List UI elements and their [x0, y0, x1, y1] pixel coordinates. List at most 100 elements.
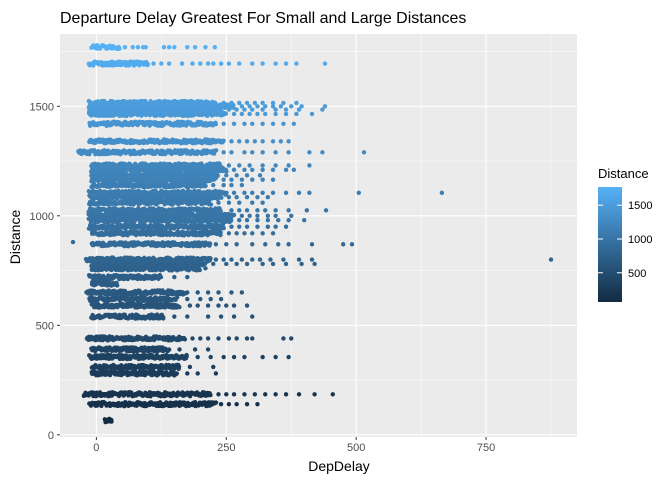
- data-point: [208, 392, 213, 398]
- data-point: [221, 354, 226, 360]
- data-point: [176, 364, 182, 369]
- data-point: [115, 283, 120, 288]
- data-point: [195, 303, 200, 308]
- data-point: [257, 257, 263, 262]
- data-point: [276, 242, 281, 247]
- data-point: [221, 177, 226, 182]
- data-point: [265, 224, 271, 229]
- data-point: [211, 261, 216, 267]
- data-point: [205, 303, 211, 308]
- data-point: [260, 150, 265, 155]
- data-point: [187, 303, 193, 308]
- data-point: [296, 392, 302, 397]
- data-point: [260, 177, 265, 182]
- data-point: [242, 392, 247, 397]
- data-point: [231, 190, 237, 195]
- data-point: [312, 261, 317, 267]
- data-point: [203, 183, 208, 189]
- data-point: [229, 150, 234, 155]
- data-point: [323, 208, 329, 213]
- data-point: [158, 274, 164, 280]
- data-point: [177, 304, 182, 310]
- data-point: [226, 231, 232, 236]
- data-point: [184, 352, 189, 358]
- data-point: [231, 354, 237, 360]
- data-point: [263, 208, 268, 213]
- data-point: [216, 336, 221, 341]
- data-point: [255, 213, 260, 218]
- data-point: [185, 290, 190, 295]
- data-point: [283, 261, 289, 267]
- data-point: [260, 163, 265, 168]
- data-point: [255, 194, 260, 200]
- data-point: [218, 314, 224, 319]
- data-point: [250, 336, 255, 341]
- data-point: [224, 261, 229, 267]
- data-point: [273, 392, 278, 397]
- data-point: [255, 224, 260, 229]
- data-point: [283, 224, 289, 229]
- data-point: [239, 213, 245, 218]
- data-point: [260, 231, 265, 236]
- data-point: [239, 182, 245, 188]
- data-point: [242, 150, 247, 155]
- data-points: [70, 43, 554, 425]
- data-point: [312, 392, 317, 397]
- data-point: [289, 213, 294, 218]
- data-point: [195, 290, 200, 295]
- data-point: [213, 400, 219, 405]
- data-point: [226, 401, 232, 407]
- data-point: [185, 314, 190, 319]
- data-point: [218, 208, 223, 214]
- data-point: [205, 290, 211, 295]
- data-point: [250, 200, 255, 205]
- data-point: [260, 261, 265, 267]
- data-point: [260, 200, 265, 205]
- data-point: [231, 314, 237, 319]
- data-point: [263, 242, 268, 247]
- data-point: [208, 296, 213, 302]
- data-point: [229, 182, 234, 188]
- data-point: [221, 150, 226, 155]
- data-point: [283, 392, 289, 397]
- data-point: [224, 173, 229, 178]
- data-point: [286, 242, 291, 247]
- data-point: [195, 354, 200, 360]
- data-point: [286, 217, 291, 223]
- data-point: [216, 290, 221, 295]
- data-point: [260, 167, 265, 172]
- data-point: [286, 354, 291, 360]
- data-point: [198, 336, 203, 341]
- data-point: [270, 190, 276, 195]
- data-point: [216, 392, 221, 397]
- data-point: [234, 242, 239, 247]
- data-point: [198, 296, 203, 302]
- data-point: [242, 167, 247, 172]
- data-point: [286, 150, 291, 155]
- data-point: [237, 208, 242, 213]
- data-point: [192, 347, 198, 352]
- data-point: [229, 290, 234, 295]
- data-point: [177, 347, 182, 352]
- data-point: [172, 274, 177, 280]
- data-point: [185, 296, 190, 302]
- data-point: [439, 190, 445, 195]
- data-point: [307, 150, 312, 155]
- data-point: [218, 230, 223, 235]
- data-point: [166, 347, 172, 352]
- data-point: [244, 261, 250, 267]
- data-point: [296, 257, 302, 262]
- data-point: [283, 167, 289, 172]
- data-point: [231, 212, 237, 218]
- data-point: [270, 177, 276, 182]
- data-point: [270, 261, 276, 267]
- data-point: [239, 290, 245, 295]
- data-point: [211, 364, 216, 370]
- data-point: [205, 336, 211, 341]
- data-point: [289, 336, 294, 341]
- data-point: [242, 190, 247, 195]
- data-point: [205, 314, 211, 319]
- data-point: [187, 364, 193, 370]
- data-point: [195, 371, 200, 376]
- data-point: [250, 177, 255, 182]
